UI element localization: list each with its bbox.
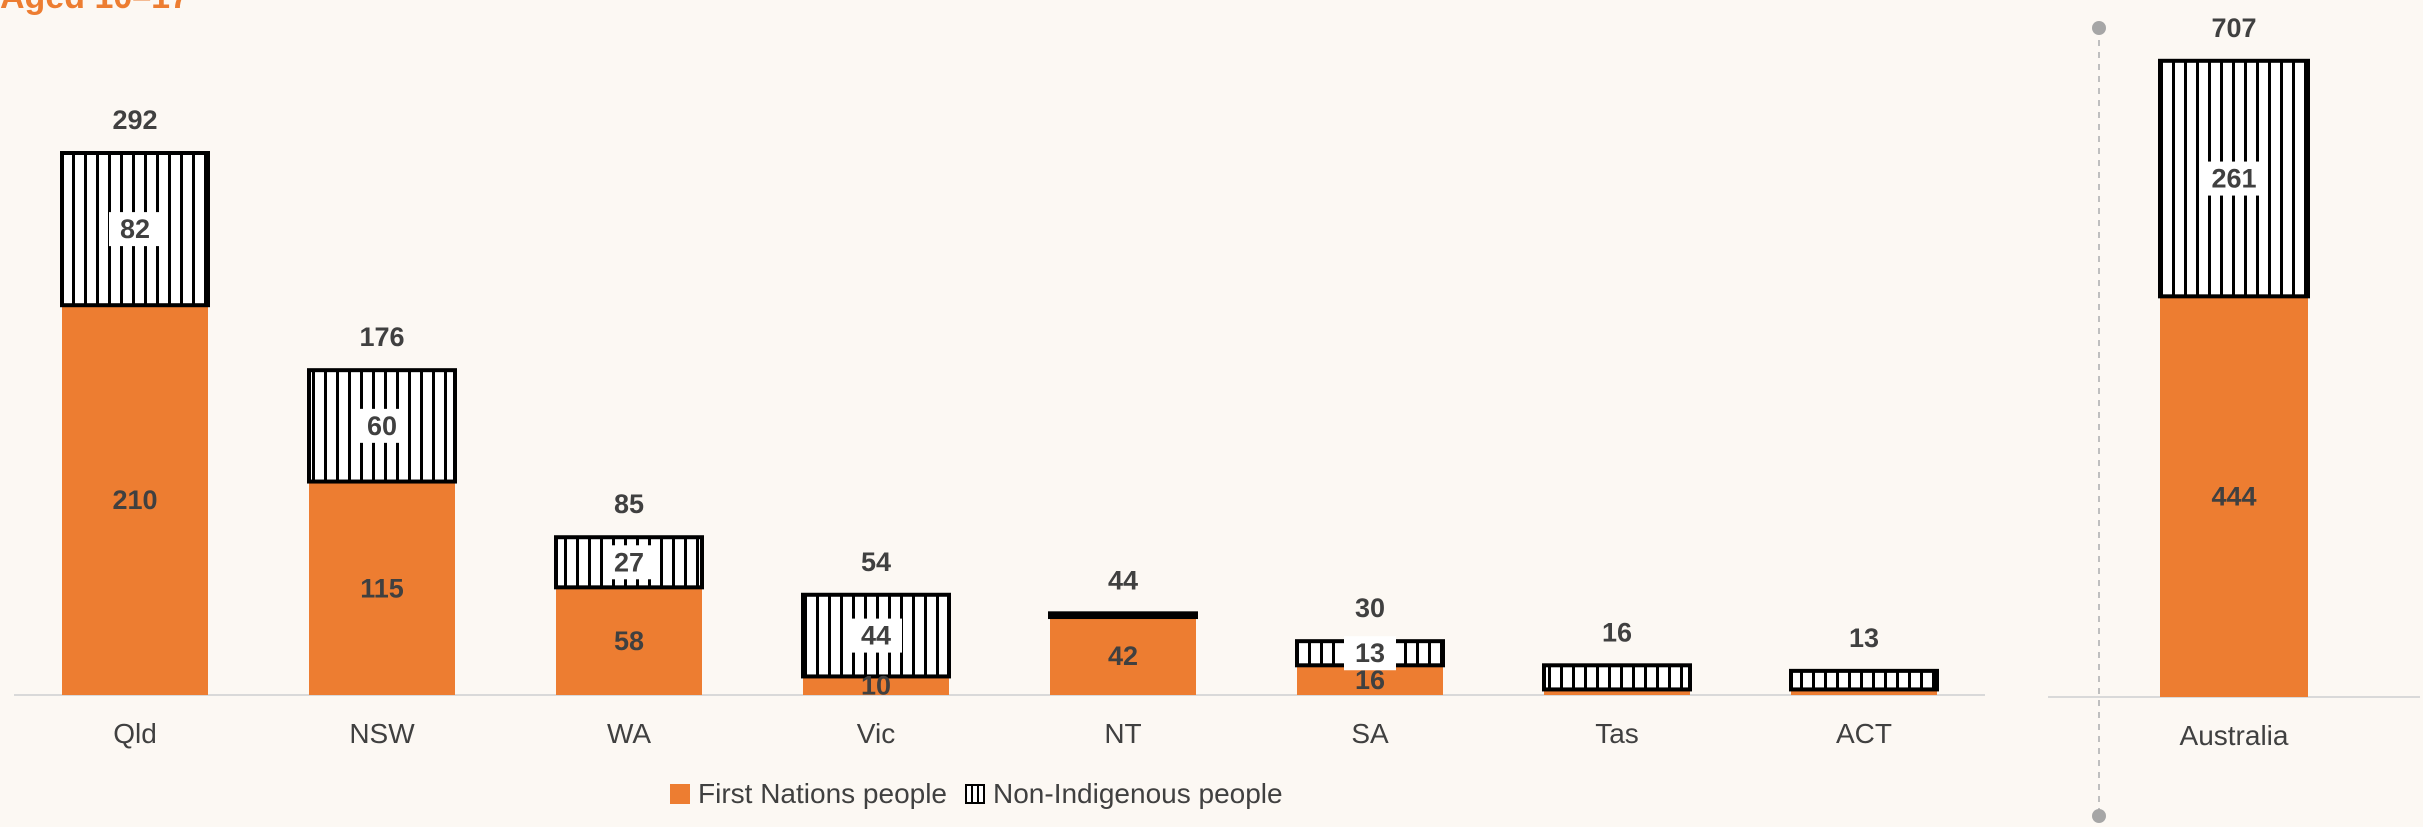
legend-swatch-non-indigenous [965,784,986,804]
data-label-first-nations-australia: 444 [2211,482,2256,512]
category-label-vic: Vic [857,718,895,749]
bar-first-nations-nt [1050,617,1196,695]
data-label-bg-non-indigenous-australia [2208,161,2260,196]
bar-first-nations-qld [62,305,208,695]
category-label-nt: NT [1104,718,1141,749]
data-label-bg-non-indigenous-qld [109,212,161,247]
data-label-non-indigenous-nsw: 60 [367,411,397,441]
bar-non-indigenous-act [1789,668,1939,692]
category-label-australia: Australia [2180,720,2289,751]
data-label-bg-non-indigenous-vic [850,618,902,653]
legend-item-non-indigenous: Non-Indigenous people [965,778,1283,810]
total-label-act: 13 [1849,623,1879,653]
data-label-bg-non-indigenous-wa [603,545,655,580]
category-label-wa: WA [607,718,651,749]
bar-first-nations-sa [1297,665,1443,695]
category-label-qld: Qld [113,718,157,749]
data-label-first-nations-wa: 58 [614,626,644,656]
data-label-bg-non-indigenous-sa [1344,636,1396,671]
chart-subtitle: Aged 10–17 [0,0,189,17]
total-label-tas: 16 [1602,617,1632,647]
data-label-non-indigenous-vic: 44 [861,621,891,651]
total-label-qld: 292 [112,105,157,135]
category-label-tas: Tas [1595,718,1639,749]
legend-item-first-nations: First Nations people [670,778,947,810]
data-label-non-indigenous-qld: 82 [120,214,150,244]
bar-non-indigenous-nt [1048,611,1198,620]
panel-divider-bottom-dot [2092,809,2106,823]
total-label-nsw: 176 [359,322,404,352]
total-label-wa: 85 [614,489,644,519]
panel-divider-top-dot [2092,21,2106,35]
total-label-sa: 30 [1355,593,1385,623]
category-label-sa: SA [1351,718,1389,749]
data-label-first-nations-nsw: 115 [360,573,404,603]
bar-first-nations-australia [2160,296,2308,697]
total-label-nt: 44 [1108,565,1138,595]
total-label-vic: 54 [861,547,891,577]
total-label-australia: 707 [2211,13,2256,43]
bar-first-nations-wa [556,587,702,695]
category-label-act: ACT [1836,718,1892,749]
data-label-bg-non-indigenous-nsw [356,408,408,443]
bar-first-nations-nsw [309,481,455,695]
data-label-first-nations-vic: 10 [861,671,891,701]
data-label-non-indigenous-wa: 27 [614,547,644,577]
bar-non-indigenous-tas [1542,663,1692,692]
category-label-nsw: NSW [349,718,415,749]
data-label-non-indigenous-australia: 261 [2211,164,2256,194]
bar-first-nations-vic [803,676,949,695]
bar-non-indigenous-nsw [307,368,457,484]
data-label-non-indigenous-sa: 13 [1355,638,1385,668]
legend-swatch-first-nations [670,784,690,804]
bar-first-nations-tas [1544,689,1690,695]
bar-first-nations-act [1791,689,1937,695]
legend-label-non-indigenous: Non-Indigenous people [993,778,1283,809]
data-label-first-nations-nt: 42 [1108,641,1138,671]
chart-legend: First Nations people Non-Indigenous peop… [670,778,1301,810]
data-label-first-nations-qld: 210 [112,485,157,515]
legend-label-first-nations: First Nations people [698,778,948,809]
